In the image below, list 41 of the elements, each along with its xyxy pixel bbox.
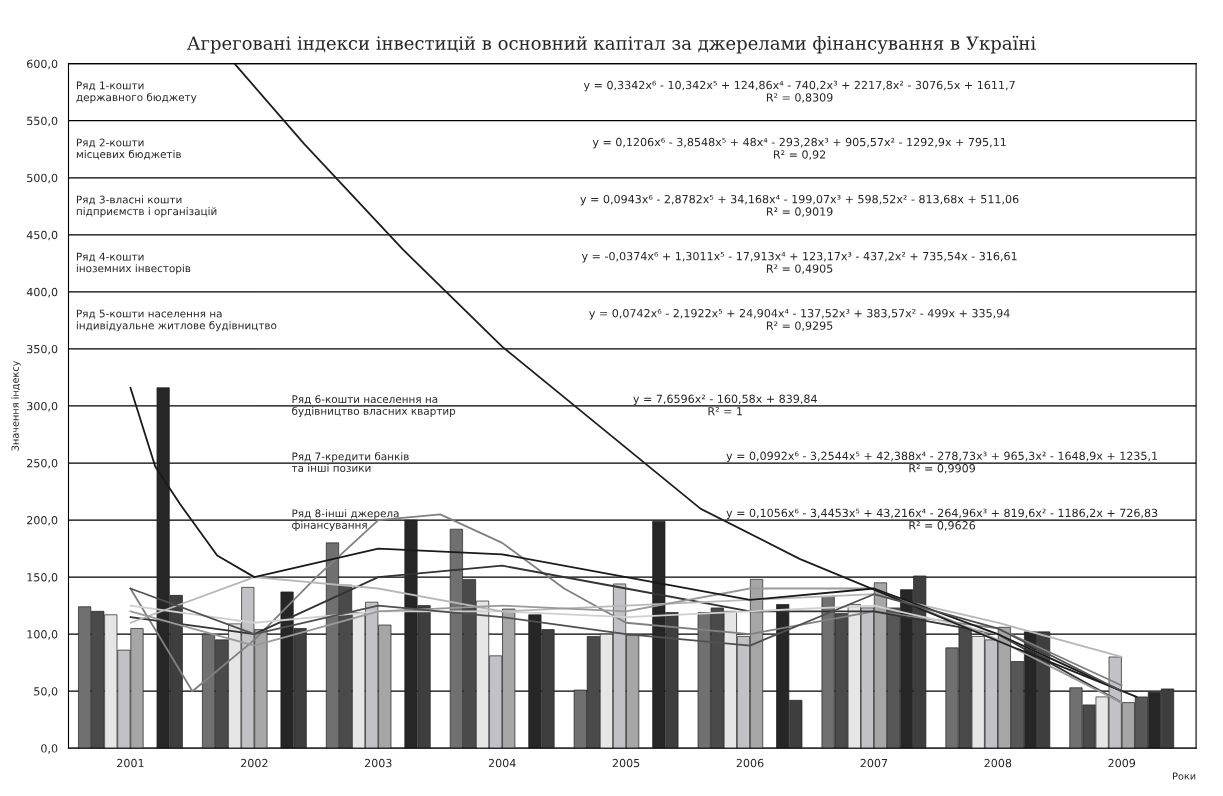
y-tick-label: 0,0 [41, 744, 58, 754]
annotation: y = 0,0742x⁶ - 2,1922x⁵ + 24,904x⁴ - 137,52x³ + 383,57x² - 499x + 335,94 R² = 0,9295 [589, 308, 1010, 331]
x-axis-title: Роки [1173, 772, 1196, 780]
chart-title: Агреговані індекси інвестицій в основний капітал за джерелами фінансування в Україні [187, 35, 1036, 54]
annotation: y = 0,0992x⁶ - 3,2544x⁵ + 42,388x⁴ - 278,73x³ + 965,3x² - 1648,9x + 1235,1 R² = 0,9909 [726, 451, 1158, 474]
y-tick-label: 450,0 [26, 230, 58, 241]
x-tick-label: 2007 [860, 758, 888, 768]
y-tick-label: 100,0 [27, 630, 58, 640]
y-tick-label: 600,0 [27, 59, 58, 70]
annotation: Ряд 5-кошти населення на індивідуальне житлове будівництво [76, 309, 277, 332]
x-tick-label: 2006 [736, 758, 764, 768]
annotation: y = 0,3342x⁶ - 10,342x⁵ + 124,86x⁴ - 740,2x³ + 2217,8x² - 3076,5x + 1611,7 R² = 0,8309 [583, 80, 1015, 103]
y-tick-label: 150,0 [27, 573, 58, 583]
y-axis-title: Значення індексу [11, 360, 21, 451]
y-tick-label: 50,0 [34, 687, 58, 697]
annotation: Ряд 8-інші джерела фінансування [292, 509, 399, 531]
annotation: Ряд 1-кошти державного бюджету [76, 81, 197, 104]
y-tick-label: 200,0 [27, 516, 58, 526]
x-tick-label: 2003 [364, 758, 392, 768]
y-tick-label: 500,0 [27, 173, 58, 184]
x-tick-label: 2008 [984, 758, 1012, 768]
annotation: y = -0,0374x⁶ + 1,3011x⁵ - 17,913x⁴ + 123,17x³ - 437,2x² + 735,54x - 316,61 R² = 0,4905 [581, 251, 1017, 274]
annotation: Ряд 4-кошти іноземних інвесторів [76, 252, 191, 275]
annotation: y = 0,1056x⁶ - 3,4453x⁵ + 43,216x⁴ - 264,96x³ + 819,6x² - 1186,2x + 726,83 R² = 0,9626 [726, 508, 1158, 531]
x-tick-label: 2009 [1108, 758, 1136, 768]
y-tick-label: 300,0 [27, 401, 58, 412]
y-tick-label: 550,0 [27, 116, 58, 127]
annotation: y = 0,1206x⁶ - 3,8548x⁵ + 48x⁴ - 293,28x³ + 905,57x² - 1292,9x + 795,11 R² = 0,92 [592, 137, 1006, 160]
y-tick-label: 250,0 [27, 458, 58, 469]
y-tick-label: 350,0 [27, 344, 58, 355]
y-tick-label: 400,0 [26, 287, 58, 298]
annotation: y = 7,6596x² - 160,58x + 839,84 R² = 1 [633, 394, 817, 416]
annotation: Ряд 7-кредити банків та інші позики [291, 452, 409, 472]
x-tick-label: 2001 [117, 758, 144, 768]
annotation: Ряд 3-власні кошти підприємств і організацій [76, 195, 217, 218]
annotation: Ряд 2-кошти місцевих бюджетів [76, 138, 181, 160]
x-tick-label: 2004 [488, 758, 516, 768]
x-tick-label: 2005 [612, 758, 640, 768]
x-tick-label: 2002 [241, 758, 268, 768]
annotation: y = 0,0943x⁶ - 2,8782x⁵ + 34,168x⁴ - 199,07x³ + 598,52x² - 813,68x + 511,06 R² = 0,9019 [580, 194, 1019, 217]
annotation: Ряд 6-кошти населення на будівництво власних квартир [292, 395, 456, 417]
